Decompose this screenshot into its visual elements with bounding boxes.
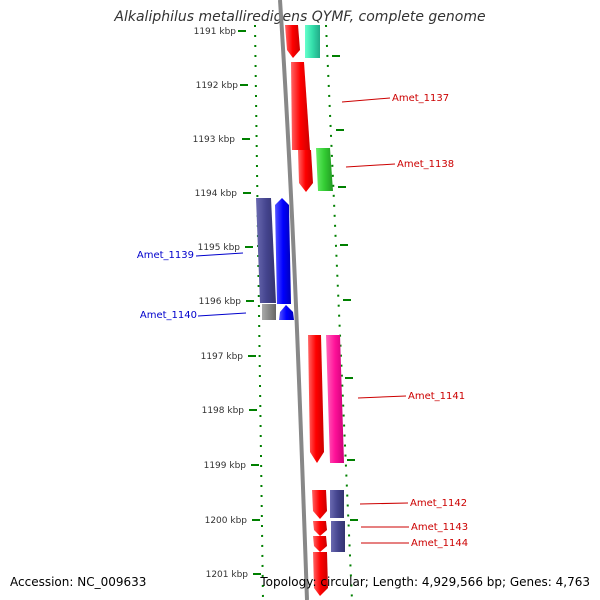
tick-label: 1201 kbp [206, 570, 249, 580]
gene-label[interactable]: Amet_1143 [411, 522, 468, 533]
gene-label[interactable]: Amet_1138 [397, 159, 454, 170]
tick-label: 1191 kbp [194, 27, 237, 37]
gene-arrow[interactable] [285, 25, 300, 58]
cog-feature[interactable] [330, 490, 344, 518]
tick-label: 1195 kbp [198, 243, 241, 253]
cog-feature[interactable] [262, 304, 276, 320]
tick-label: 1199 kbp [204, 461, 247, 471]
gene-arrow[interactable] [313, 521, 327, 536]
map-title: Alkaliphilus metalliredigens QYMF, compl… [114, 9, 486, 25]
tick-label: 1196 kbp [199, 297, 242, 307]
gene-arrow[interactable] [275, 198, 291, 304]
gene-label[interactable]: Amet_1142 [410, 498, 467, 509]
gene-arrow[interactable] [313, 536, 327, 552]
gene-arrow[interactable] [313, 552, 328, 596]
gene-label[interactable]: Amet_1141 [408, 391, 465, 402]
tick-label: 1193 kbp [193, 135, 236, 145]
tick-label: 1197 kbp [201, 352, 244, 362]
gene-arrow[interactable] [291, 62, 310, 150]
cog-feature-group [256, 25, 345, 552]
gene-label[interactable]: Amet_1137 [392, 93, 449, 104]
cog-feature[interactable] [256, 198, 276, 303]
cog-feature[interactable] [326, 335, 344, 463]
outer-tick-group [332, 55, 358, 521]
gene-arrow[interactable] [312, 490, 327, 519]
tick-label: 1192 kbp [196, 81, 239, 91]
cog-feature[interactable] [316, 148, 333, 191]
tick-label: 1198 kbp [202, 406, 245, 416]
gene-arrow[interactable] [308, 335, 324, 463]
reverse-cds-group [275, 198, 294, 320]
genome-backbone [278, 0, 309, 600]
forward-cds-group [285, 25, 328, 596]
gene-label[interactable]: Amet_1144 [411, 538, 468, 549]
inner-dotted-ring [254, 24, 264, 600]
gene-arrow[interactable] [279, 305, 294, 320]
tick-group: 1191 kbp 1192 kbp 1193 kbp 1194 kbp 1195… [193, 27, 261, 580]
gene-label[interactable]: Amet_1139 [137, 250, 194, 261]
cog-feature[interactable] [331, 521, 345, 552]
tick-label: 1194 kbp [195, 189, 238, 199]
leader-lines [195, 97, 409, 544]
accession-label: Accession: NC_009633 [10, 575, 147, 589]
gene-arrow[interactable] [298, 150, 313, 192]
tick-label: 1200 kbp [205, 516, 248, 526]
gene-label[interactable]: Amet_1140 [140, 310, 197, 321]
cog-feature[interactable] [305, 25, 320, 58]
topology-label: Topology: circular; Length: 4,929,566 bp… [260, 575, 590, 589]
gene-labels: Amet_1137 Amet_1138 Amet_1139 Amet_1140 … [137, 93, 468, 549]
